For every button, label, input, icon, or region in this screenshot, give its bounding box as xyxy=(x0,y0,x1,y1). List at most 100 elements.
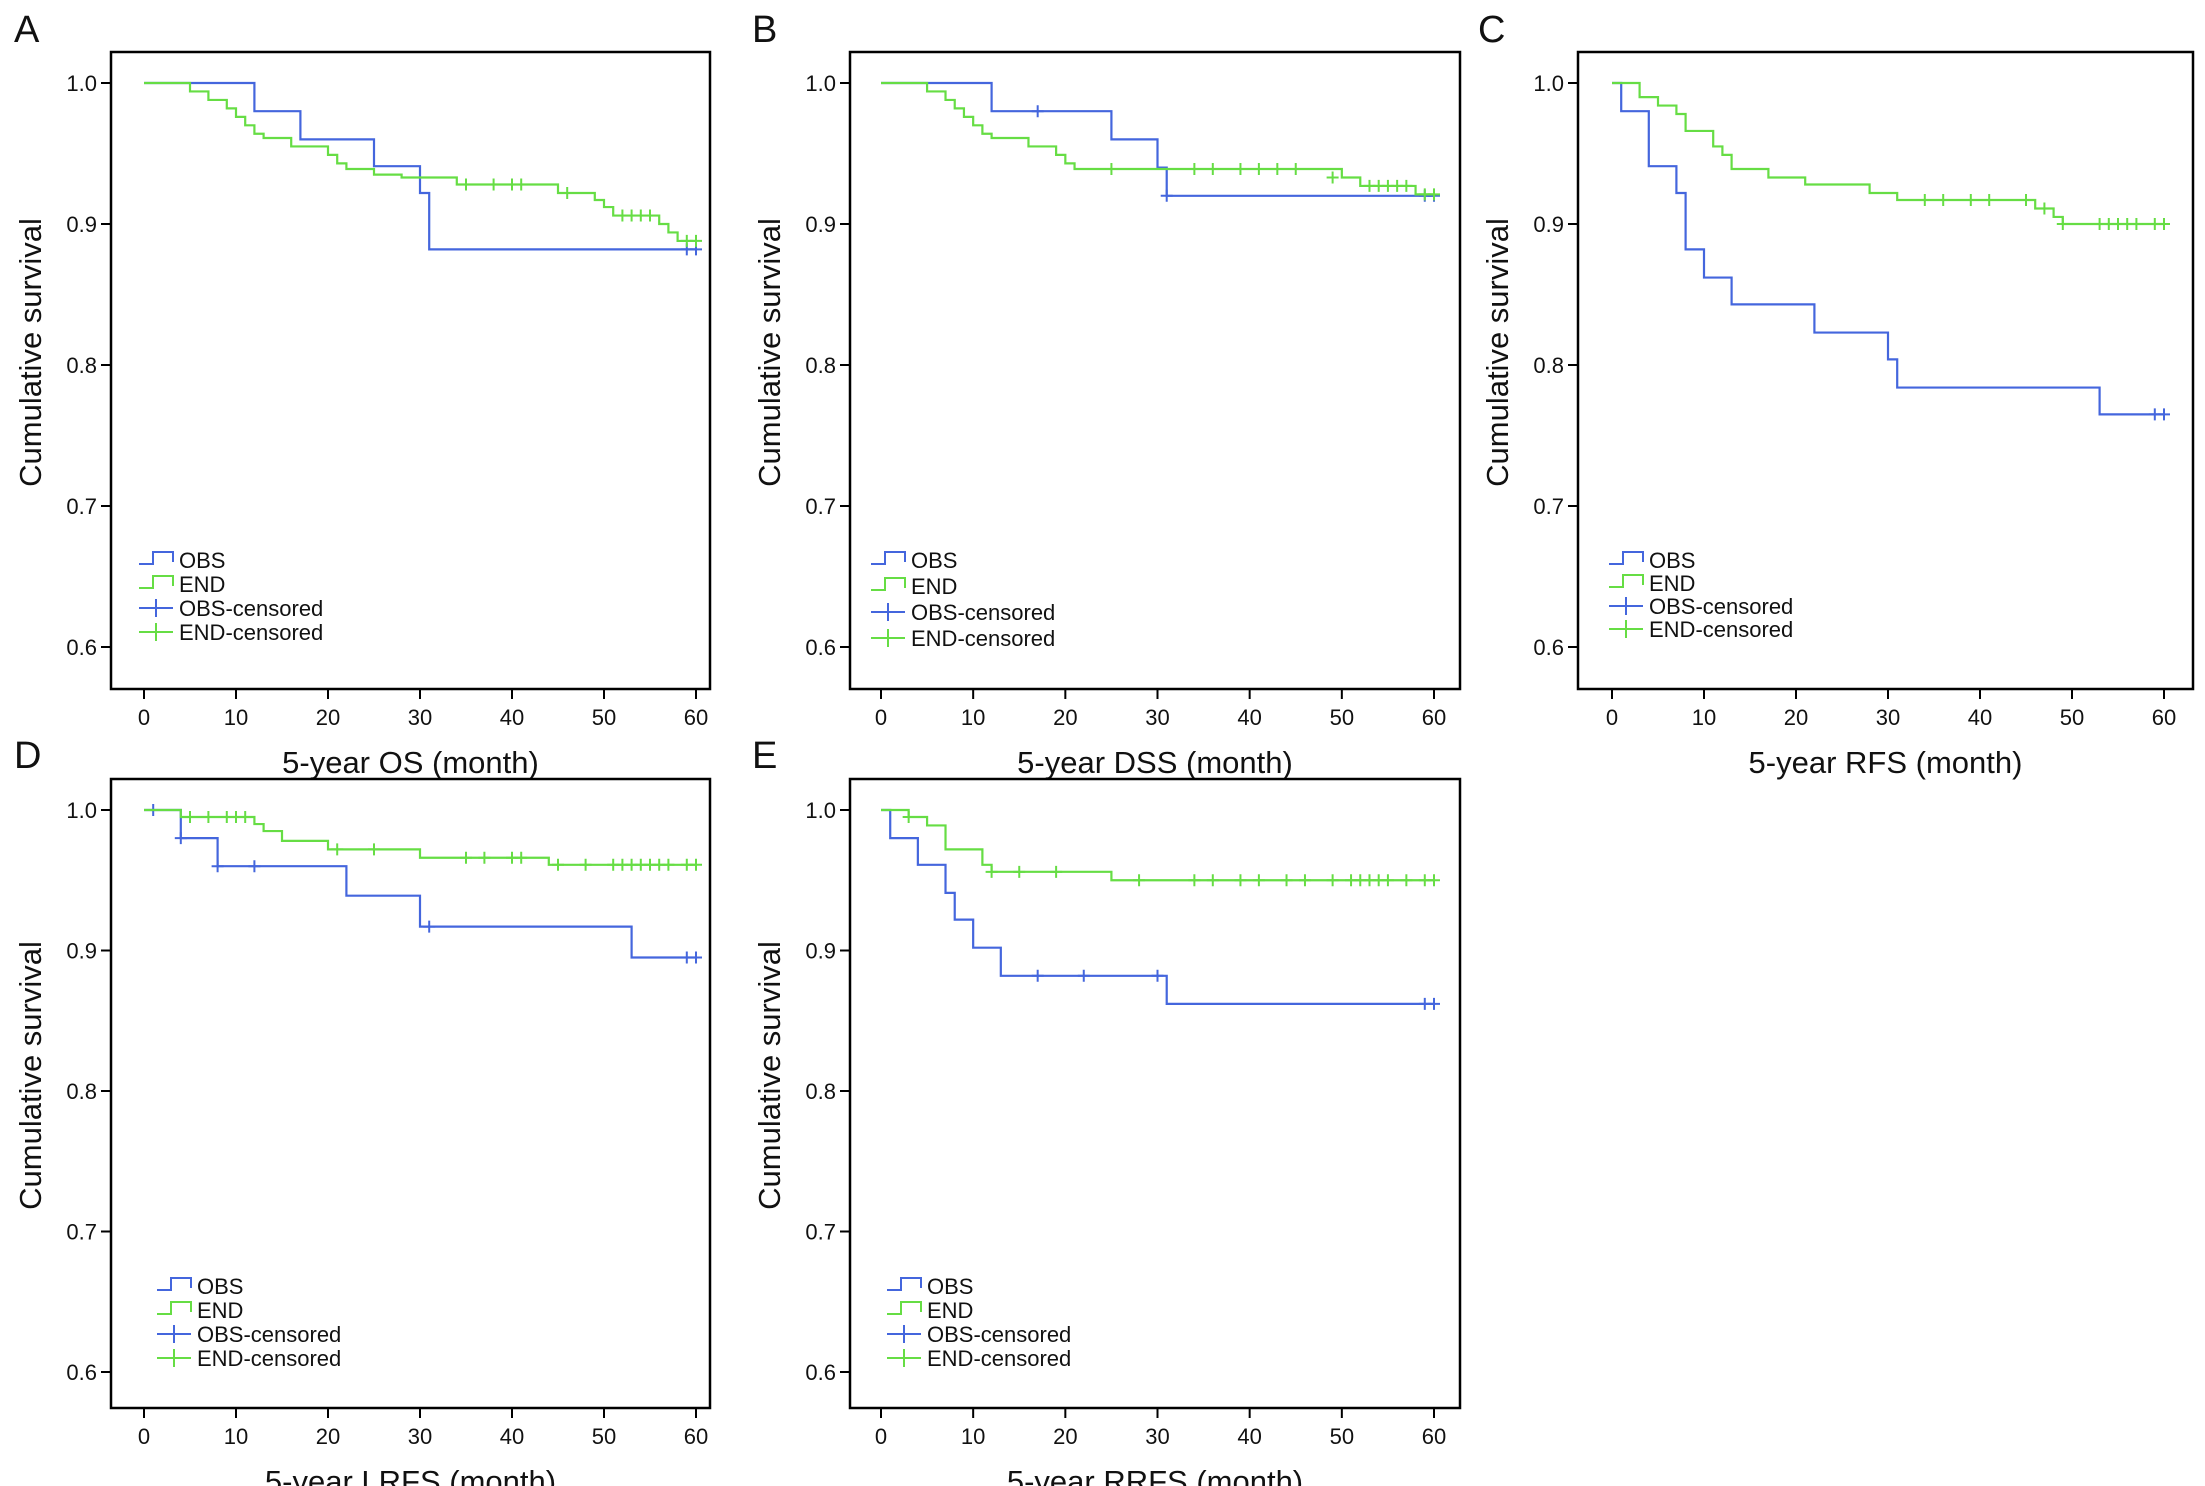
legend-label: OBS xyxy=(179,548,225,573)
x-tick-label: 10 xyxy=(1692,705,1716,730)
y-tick-label: 0.8 xyxy=(66,1079,97,1104)
x-tick-label: 20 xyxy=(1053,1424,1077,1449)
legend-label: OBS-censored xyxy=(911,600,1055,625)
x-tick-label: 40 xyxy=(1968,705,1992,730)
legend-swatch-obs xyxy=(157,1277,192,1291)
censor-mark-end xyxy=(579,858,592,871)
x-tick-label: 40 xyxy=(500,705,524,730)
x-tick-label: 30 xyxy=(1876,705,1900,730)
legend-swatch-end-censored xyxy=(1609,620,1643,638)
censor-mark-end xyxy=(644,209,656,222)
x-tick-label: 50 xyxy=(592,705,616,730)
censor-mark-end xyxy=(552,858,564,871)
plot-frame xyxy=(848,50,1462,691)
y-tick-label: 0.9 xyxy=(66,212,97,237)
survival-line-end xyxy=(881,808,1434,882)
censor-mark-end xyxy=(487,178,500,191)
censor-mark-end xyxy=(184,811,196,824)
censor-mark-obs xyxy=(1160,189,1173,202)
x-tick-label: 40 xyxy=(1237,705,1261,730)
censor-mark-obs xyxy=(248,860,261,873)
legend-swatch-obs-censored xyxy=(1609,597,1643,615)
legend-label: OBS-censored xyxy=(927,1322,1071,1347)
y-tick-label: 0.8 xyxy=(66,353,97,378)
x-tick-label: 0 xyxy=(1606,705,1618,730)
censor-mark-end xyxy=(1206,163,1219,176)
x-axis-label: 5-year RRFS (month) xyxy=(1007,1464,1303,1486)
x-tick-label: 20 xyxy=(316,1424,340,1449)
legend-swatch-end xyxy=(887,1301,922,1315)
x-axis-label: 5-year LRFS (month) xyxy=(265,1464,556,1486)
censor-mark-obs xyxy=(174,832,187,845)
y-tick-label: 0.6 xyxy=(805,1360,836,1385)
x-axis-label: 5-year DSS (month) xyxy=(1017,745,1293,780)
x-tick-label: 30 xyxy=(408,705,432,730)
x-tick-label: 50 xyxy=(1330,1424,1354,1449)
y-tick-label: 0.6 xyxy=(66,635,97,660)
x-tick-label: 10 xyxy=(224,705,248,730)
legend-swatch-obs xyxy=(887,1277,922,1291)
y-tick-label: 0.8 xyxy=(805,353,836,378)
x-tick-label: 60 xyxy=(2152,705,2176,730)
panel-b: B 0.6 0.7 0.8 0.9 1.0 0 10 20 30 40 50 60 5-year DSS … xyxy=(752,9,1462,780)
censor-mark-end xyxy=(1983,194,1996,207)
legend-swatch-end-censored xyxy=(871,629,905,647)
y-tick-label: 1.0 xyxy=(805,798,836,823)
censor-mark-end xyxy=(239,811,252,824)
y-tick-label: 0.7 xyxy=(805,1220,836,1245)
x-tick-label: 0 xyxy=(138,1424,150,1449)
legend-label: OBS xyxy=(1649,548,1695,573)
y-tick-label: 1.0 xyxy=(66,798,97,823)
legend-label: END xyxy=(927,1298,973,1323)
censor-mark-end xyxy=(202,811,215,824)
legend-swatch-end-censored xyxy=(887,1349,921,1367)
censor-mark-end xyxy=(1918,194,1931,207)
censor-mark-end xyxy=(2158,218,2170,230)
x-tick-label: 30 xyxy=(408,1424,432,1449)
censor-mark-obs xyxy=(1428,997,1440,1010)
censor-mark-end xyxy=(1326,171,1339,184)
plot-frame xyxy=(109,50,712,691)
panel-d: D 0.6 0.7 0.8 0.9 1.0 0 10 20 30 40 50 60 5-year LRFS… xyxy=(13,735,712,1486)
censor-mark-obs xyxy=(211,860,224,873)
censor-mark-end xyxy=(662,858,675,871)
legend-label: END xyxy=(179,572,225,597)
censor-mark-end xyxy=(1271,163,1284,176)
censor-mark-end xyxy=(1381,874,1394,887)
survival-line-obs xyxy=(1612,81,2164,416)
censor-mark-obs xyxy=(1031,105,1044,118)
x-tick-label: 10 xyxy=(224,1424,248,1449)
survival-line-obs xyxy=(881,81,1434,197)
legend-swatch-obs-censored xyxy=(871,603,905,621)
panel-letter: E xyxy=(752,735,777,777)
x-tick-label: 0 xyxy=(138,705,150,730)
legend-swatch-obs-censored xyxy=(139,599,173,617)
x-tick-label: 60 xyxy=(684,1424,708,1449)
panel-a: A 0.6 0.7 0.8 0.9 1.0 0 10 20 30 40 50 60 5-year OS (… xyxy=(13,9,712,780)
panel-letter: A xyxy=(14,9,40,51)
censor-mark-end xyxy=(1206,874,1219,887)
y-tick-label: 0.6 xyxy=(1533,635,1564,660)
y-tick-label: 0.6 xyxy=(66,1360,97,1385)
censor-mark-end xyxy=(690,234,702,247)
censor-mark-end xyxy=(1400,179,1413,192)
y-tick-label: 0.7 xyxy=(66,1220,97,1245)
censor-mark-end xyxy=(1050,865,1063,878)
panel-e: E 0.6 0.7 0.8 0.9 1.0 0 10 20 30 40 50 60 5-year RRFS… xyxy=(752,735,1462,1486)
y-tick-label: 0.8 xyxy=(805,1079,836,1104)
x-tick-label: 50 xyxy=(2060,705,2084,730)
censor-mark-end xyxy=(1188,874,1201,887)
y-axis-label: Cumulative survival xyxy=(752,218,787,487)
censor-mark-end xyxy=(1428,188,1440,201)
legend-label: OBS-censored xyxy=(179,596,323,621)
panel-letter: B xyxy=(752,9,777,51)
legend-swatch-end xyxy=(1609,574,1644,588)
censor-mark-end xyxy=(368,843,380,856)
legend-swatch-end-censored xyxy=(157,1349,191,1367)
legend-label: END-censored xyxy=(1649,617,1793,642)
censor-mark-end xyxy=(1252,874,1265,887)
censor-mark-end xyxy=(985,865,998,878)
